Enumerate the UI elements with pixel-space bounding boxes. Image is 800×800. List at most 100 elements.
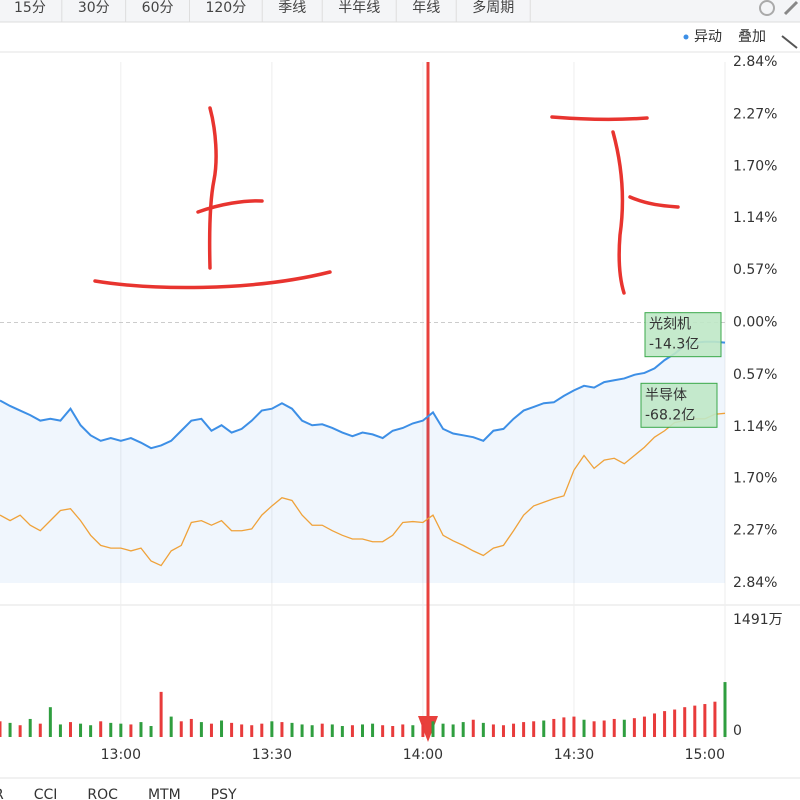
volume-bar: [320, 723, 324, 737]
volume-bar: [99, 721, 103, 737]
volume-bar: [350, 725, 354, 737]
y-tick-label: 1491万: [733, 612, 783, 628]
volume-bar: [582, 719, 586, 737]
volume-bar: [441, 723, 445, 737]
draw-icon[interactable]: [783, 0, 799, 16]
volume-bar: [109, 722, 113, 737]
volume-bar: [592, 721, 596, 737]
indicator-tab[interactable]: CCI: [34, 787, 58, 800]
stroke: [611, 130, 626, 295]
volume-bar: [38, 723, 42, 737]
stroke: [207, 106, 218, 270]
legend-dot: [683, 34, 689, 40]
series-name: 光刻机: [649, 317, 691, 333]
volume-bar: [401, 724, 405, 737]
volume-bar: [0, 721, 2, 737]
y-tick-label: 2.27%: [733, 523, 777, 539]
handwriting: [93, 106, 680, 295]
tab[interactable]: 120分: [205, 0, 246, 16]
control[interactable]: 异动: [694, 29, 722, 45]
volume-bar: [391, 726, 395, 737]
tab[interactable]: 15分: [14, 0, 46, 16]
volume-bar: [189, 718, 193, 737]
y-tick-label: 1.14%: [733, 210, 777, 226]
volume-bar: [713, 701, 717, 737]
volume-bar: [28, 718, 32, 737]
plot: [0, 62, 726, 740]
stroke: [550, 115, 649, 122]
volume-bar: [361, 724, 364, 737]
series-tag: [640, 382, 718, 428]
series-note: -68.2亿: [645, 407, 695, 423]
volume-bar: [491, 724, 495, 737]
volume-bar: [562, 717, 566, 737]
volume-bar: [169, 716, 173, 737]
volume-bar: [542, 720, 546, 737]
volume-bar: [310, 725, 314, 737]
volume-bar: [8, 722, 12, 737]
tab[interactable]: 半年线: [338, 0, 380, 16]
volume-bar: [572, 716, 576, 737]
volume-bar: [622, 719, 626, 737]
x-tick-label: 14:30: [554, 747, 594, 763]
volume-bar: [290, 722, 294, 737]
toolbar-bg: [0, 0, 800, 22]
stroke: [93, 270, 332, 290]
volume-bar: [461, 722, 465, 737]
volume-bar: [683, 707, 687, 737]
volume-bar: [512, 723, 516, 737]
tab[interactable]: 30分: [78, 0, 110, 16]
tab[interactable]: 60分: [142, 0, 174, 16]
volume-bar: [260, 723, 264, 737]
volume-bar: [149, 726, 153, 737]
collapse-icon[interactable]: [781, 35, 798, 49]
volume-bar: [471, 719, 475, 737]
volume-bar: [230, 722, 234, 737]
indicator-tab[interactable]: PSY: [211, 787, 237, 800]
volume-bar: [340, 726, 344, 737]
y-tick-label: 0.00%: [733, 315, 777, 331]
volume-bar: [139, 722, 143, 737]
volume-bar: [330, 724, 334, 737]
volume-bar: [602, 720, 606, 737]
volume-bar: [451, 724, 455, 737]
volume-bar: [240, 724, 244, 737]
tab[interactable]: 多周期: [472, 0, 514, 16]
volume-bar: [199, 722, 203, 737]
control[interactable]: 叠加: [738, 29, 766, 45]
volume-bar: [693, 705, 697, 737]
indicator-tab[interactable]: ROC: [87, 787, 118, 800]
y-tick-label: 1.14%: [733, 419, 777, 435]
volume-bar: [552, 718, 556, 737]
settings-icon[interactable]: [759, 0, 775, 16]
volume-bar: [663, 711, 667, 737]
volume-bar: [673, 709, 677, 737]
series-tag: [644, 312, 722, 358]
volume-bar: [68, 722, 72, 737]
volume-bar: [119, 723, 123, 737]
volume-bar: [431, 721, 435, 737]
y-tick-label: 2.84%: [733, 575, 777, 591]
tab[interactable]: 年线: [412, 0, 440, 16]
volume-bar: [209, 723, 213, 737]
indicator-tab[interactable]: R: [0, 787, 4, 800]
volume-bar: [300, 724, 304, 737]
stroke: [628, 195, 680, 209]
volume-bar: [381, 725, 385, 737]
volume-bar: [159, 691, 163, 737]
x-tick-label: 13:00: [101, 747, 141, 763]
volume-bar: [58, 724, 62, 737]
x-tick-label: 15:00: [685, 747, 725, 763]
y-tick-label: 0: [733, 723, 742, 739]
series-note: -14.3亿: [649, 337, 699, 353]
series-area: [0, 341, 725, 583]
volume-bar: [411, 725, 415, 737]
volume-bar: [501, 725, 505, 737]
y-tick-label: 0.57%: [733, 367, 777, 383]
y-tick-label: 2.84%: [733, 54, 777, 70]
indicator-tab[interactable]: MTM: [148, 787, 181, 800]
volume-bar: [642, 716, 646, 737]
tab[interactable]: 季线: [278, 0, 306, 16]
y-tick-label: 0.57%: [733, 262, 777, 278]
